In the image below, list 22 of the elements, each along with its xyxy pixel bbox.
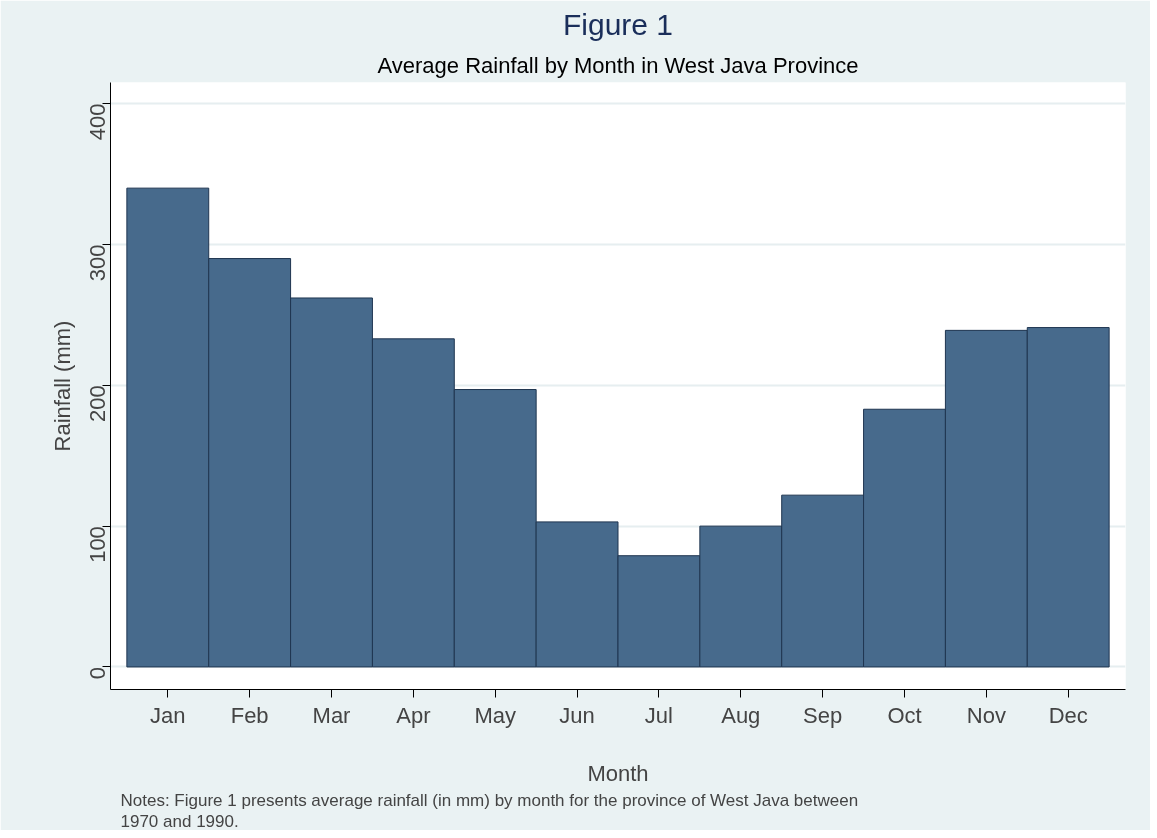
text: Notes: Figure 1 presents average rainfall (in mm) by month for the province of West Java between 1970 and 1990. [120, 790, 859, 831]
y-axis-title: Rainfall (mm) [49, 320, 75, 452]
y-tick-label: 400 [85, 103, 110, 141]
x-tick-label: Sep [803, 702, 843, 728]
x-tick-label: Feb [230, 702, 269, 728]
x-tick-label: Oct [887, 702, 922, 728]
y-tick-label: 300 [85, 244, 110, 282]
y-tick-label: 200 [85, 385, 110, 422]
x-tick-label: Jan [150, 702, 186, 728]
x-tick-label: May [474, 702, 516, 728]
x-axis-title: Month [587, 760, 649, 786]
x-tick-label: Apr [396, 702, 431, 728]
x-tick-label: Jun [559, 702, 595, 728]
x-tick-label: Dec [1048, 702, 1088, 728]
y-tick-label: 100 [85, 526, 110, 563]
x-tick-label: Jul [644, 702, 673, 728]
chart-title: Figure 1 [562, 7, 674, 41]
y-tick-label: 0 [85, 666, 110, 680]
chart-subtitle: Average Rainfall by Month in West Java Province [377, 52, 859, 78]
x-tick-label: Nov [966, 702, 1006, 728]
x-tick-label: Aug [721, 702, 761, 728]
x-tick-label: Mar [312, 702, 351, 728]
